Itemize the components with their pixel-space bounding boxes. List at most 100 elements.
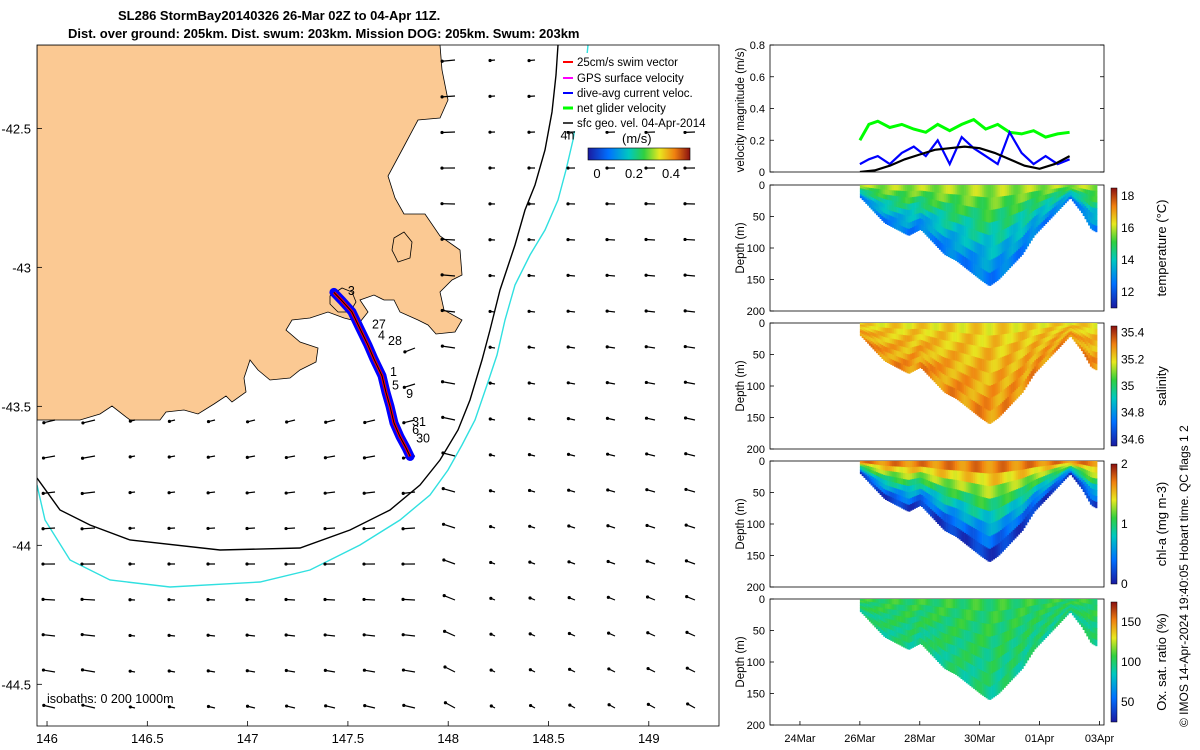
section-cell <box>863 605 866 608</box>
section-cell <box>953 636 956 647</box>
section-cell <box>962 501 965 513</box>
current-vector-head <box>646 702 650 706</box>
section-cell <box>942 658 945 668</box>
section-cell <box>910 191 913 198</box>
current-vector-head <box>41 597 45 601</box>
section-cell <box>1050 351 1053 357</box>
section-cell <box>1057 329 1060 334</box>
section-cell <box>1034 479 1037 487</box>
section-cell <box>982 395 985 408</box>
section-cell <box>1030 509 1033 517</box>
section-cell <box>965 375 968 387</box>
section-cell <box>944 237 947 247</box>
section-cell <box>1084 620 1087 625</box>
section-cell <box>1059 613 1062 618</box>
section-cell <box>1037 472 1040 479</box>
section-cell <box>1032 618 1035 626</box>
time-tick-label: 28Mar <box>904 733 936 745</box>
section-cell <box>1080 209 1083 214</box>
current-vector-head <box>527 309 531 313</box>
section-cell <box>1041 359 1044 366</box>
section-cell <box>933 475 936 484</box>
section-cell <box>1037 478 1040 485</box>
section-cell <box>1084 469 1087 475</box>
section-cell <box>1012 352 1015 363</box>
section-cell <box>910 203 913 211</box>
section-cell <box>876 599 879 604</box>
section-cell <box>885 475 888 481</box>
current-vector-head <box>488 58 492 63</box>
section-cell <box>899 495 902 502</box>
section-cell <box>876 610 879 615</box>
current-vector-head <box>527 202 531 206</box>
section-cell <box>944 651 947 661</box>
section-cell <box>1071 606 1074 610</box>
section-cell <box>894 493 897 500</box>
section-cell <box>1093 357 1096 364</box>
section-cell <box>940 510 943 520</box>
section-cell <box>1077 466 1080 471</box>
section-cell <box>940 356 943 365</box>
section-cell <box>980 406 983 419</box>
section-cell <box>1021 504 1024 514</box>
section-cell <box>1064 605 1067 609</box>
section-cell <box>933 628 936 637</box>
current-vector-head <box>362 597 366 602</box>
section-cell <box>944 461 947 471</box>
section-cell <box>865 339 868 342</box>
section-cell <box>947 634 950 645</box>
section-cell <box>978 645 981 659</box>
section-cell <box>892 216 895 223</box>
section-cell <box>1014 528 1017 539</box>
section-cell <box>1066 187 1069 190</box>
current-vector-head <box>606 559 610 564</box>
section-cell <box>1000 334 1003 347</box>
section-cell <box>978 381 981 394</box>
section-cell <box>965 672 968 684</box>
section-cell <box>942 323 945 333</box>
section-cell <box>956 185 959 196</box>
section-cell <box>910 353 913 361</box>
section-cell <box>1000 461 1003 474</box>
current-vector-head <box>644 309 648 313</box>
section-cell <box>1005 398 1008 410</box>
section-cell <box>1005 387 1008 400</box>
section-cell <box>1057 326 1060 330</box>
section-cell <box>991 247 994 260</box>
section-cell <box>895 223 898 230</box>
current-vector-head <box>527 417 531 421</box>
section-cell <box>1048 465 1051 471</box>
section-cell <box>859 330 862 334</box>
section-cell <box>897 615 900 623</box>
section-cell <box>1071 602 1074 606</box>
current-vector <box>43 491 56 494</box>
section-cell <box>903 611 906 618</box>
section-cell <box>1088 219 1091 226</box>
section-cell <box>947 323 950 333</box>
section-cell <box>930 633 933 641</box>
section-cell <box>913 226 916 233</box>
section-cell <box>890 497 893 503</box>
section-cell <box>1018 203 1021 213</box>
section-cell <box>965 630 968 642</box>
current-vector-head <box>686 702 690 706</box>
section-cell <box>976 645 979 658</box>
section-cell <box>1001 494 1004 507</box>
section-cell <box>877 484 880 490</box>
section-cell <box>928 645 931 653</box>
section-cell <box>904 347 907 355</box>
section-cell <box>1034 347 1037 355</box>
section-cell <box>960 254 963 265</box>
section-cell <box>973 494 976 507</box>
section-cell <box>924 366 927 373</box>
section-cell <box>865 332 868 335</box>
section-cell <box>1077 323 1080 327</box>
section-cell <box>865 477 868 480</box>
section-cell <box>978 404 981 418</box>
current-vector-head <box>167 455 171 459</box>
section-cell <box>1007 375 1010 387</box>
section-cell <box>1036 605 1039 612</box>
section-cell <box>1091 224 1094 231</box>
section-cell <box>1027 223 1030 232</box>
section-cell <box>894 350 897 356</box>
